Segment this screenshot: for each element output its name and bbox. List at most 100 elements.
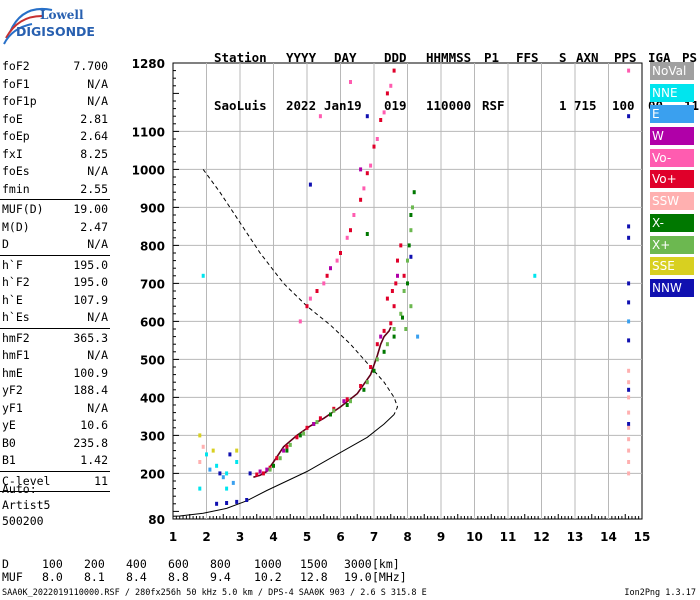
param-row: h`F2 195.0 — [0, 274, 112, 292]
y-tick-label: 600 — [140, 315, 165, 329]
param-value: 8.25 — [80, 146, 108, 161]
echo-point — [627, 387, 631, 392]
param-label: D — [2, 237, 9, 251]
echo-point — [392, 304, 396, 309]
echo-point — [399, 311, 403, 316]
param-label: h`Es — [2, 310, 30, 324]
echo-point — [382, 328, 386, 333]
echo-point — [221, 475, 225, 480]
param-row: hmF2 365.3 — [0, 330, 112, 348]
echo-point — [402, 289, 406, 293]
series-nne — [198, 273, 537, 491]
header-label-6: FFS — [516, 50, 539, 65]
legend-item-vo-: Vo+ — [650, 170, 694, 189]
echo-point — [345, 403, 349, 407]
header-label-9: PPS — [614, 50, 637, 65]
echo-point — [385, 91, 389, 96]
param-row: foEs N/A — [0, 163, 112, 181]
param-separator — [0, 491, 110, 492]
table-cell: 400 — [126, 557, 147, 571]
echo-point — [329, 266, 332, 271]
y-tick-label: 1100 — [132, 125, 165, 139]
param-value: 235.8 — [73, 435, 108, 450]
echo-point — [349, 80, 352, 84]
echo-point — [349, 399, 352, 404]
param-row: foF1 N/A — [0, 76, 112, 94]
echo-point — [392, 68, 396, 73]
echo-point — [627, 68, 631, 73]
param-row: h`F 195.0 — [0, 257, 112, 275]
legend-item-sse: SSE — [650, 257, 694, 276]
y-tick-label: 500 — [140, 353, 165, 367]
param-row: B1 1.42 — [0, 452, 112, 470]
echo-point — [404, 327, 408, 331]
echo-point — [315, 289, 319, 293]
echo-point — [225, 486, 229, 491]
param-label: foEp — [2, 129, 30, 143]
x-tick-label: 11 — [500, 530, 517, 544]
x-tick-label: 7 — [370, 530, 378, 544]
y-tick-label: 700 — [140, 277, 165, 291]
series-vo- — [298, 68, 631, 324]
param-label: hmE — [2, 365, 23, 380]
param-value: N/A — [87, 76, 108, 91]
echo-point — [198, 460, 202, 464]
echo-point — [375, 137, 379, 141]
series-x- — [268, 205, 414, 472]
param-row: D N/A — [0, 236, 112, 254]
echo-point — [627, 471, 631, 476]
echo-point — [394, 281, 398, 286]
echo-point — [302, 431, 306, 436]
echo-point — [231, 480, 235, 485]
param-label: h`F — [2, 257, 23, 272]
series-x- — [272, 190, 416, 468]
table-cell: 8.4 — [126, 570, 147, 584]
param-separator — [0, 327, 110, 329]
echo-point — [235, 448, 239, 453]
param-value: 7.700 — [73, 59, 108, 73]
echo-point — [228, 452, 232, 457]
echo-point — [627, 460, 631, 464]
echo-point — [318, 416, 322, 421]
echo-point — [208, 467, 212, 472]
echo-point — [342, 399, 346, 404]
param-value: 11 — [94, 473, 108, 488]
echo-point — [325, 273, 329, 278]
echo-point — [369, 163, 373, 168]
echo-point — [409, 213, 413, 217]
y-tick-label: 400 — [140, 391, 165, 405]
echo-point — [201, 273, 205, 278]
param-row: hmF1 N/A — [0, 347, 112, 365]
echo-point — [409, 304, 413, 309]
chart-axes: 1 2 3 4 5 6 7 8 9 10 11 12 13 14 158020030040050060070… — [132, 57, 651, 544]
param-row: foF2 7.700 — [0, 58, 112, 76]
echo-point — [349, 228, 352, 233]
param-label: yF2 — [2, 383, 23, 397]
echo-point — [365, 380, 369, 385]
footer-file-info: SAA0K_2022019110000.RSF / 280fx256h 50 k… — [2, 588, 427, 598]
echo-point — [285, 448, 289, 453]
table-cell: 19.0 — [344, 570, 372, 584]
echo-point — [412, 190, 416, 195]
echo-point — [390, 289, 394, 293]
echo-point — [627, 338, 631, 343]
param-value: 195.0 — [73, 275, 108, 289]
echo-point — [365, 114, 369, 119]
table-cell: 3000 — [344, 557, 372, 571]
param-value: 2.47 — [80, 219, 108, 234]
header-value-9: 100 — [612, 98, 635, 113]
echo-point — [205, 452, 208, 457]
header-labels-row: Station YYYY DAY DDD HHMMSS P1 FFS S AXN PPS IGA PS — [214, 50, 697, 66]
param-value: N/A — [87, 237, 108, 251]
param-separator — [0, 254, 110, 256]
echo-point — [385, 342, 389, 347]
legend-item-nnw: NNW — [650, 278, 694, 297]
header-label-2: DAY — [334, 50, 357, 65]
echo-point — [382, 349, 386, 354]
echo-point — [198, 433, 202, 438]
param-row: fxI 8.25 — [0, 146, 112, 164]
echo-point — [392, 327, 396, 331]
echo-point — [312, 422, 316, 426]
echo-point — [627, 410, 631, 415]
echo-point — [225, 501, 229, 505]
